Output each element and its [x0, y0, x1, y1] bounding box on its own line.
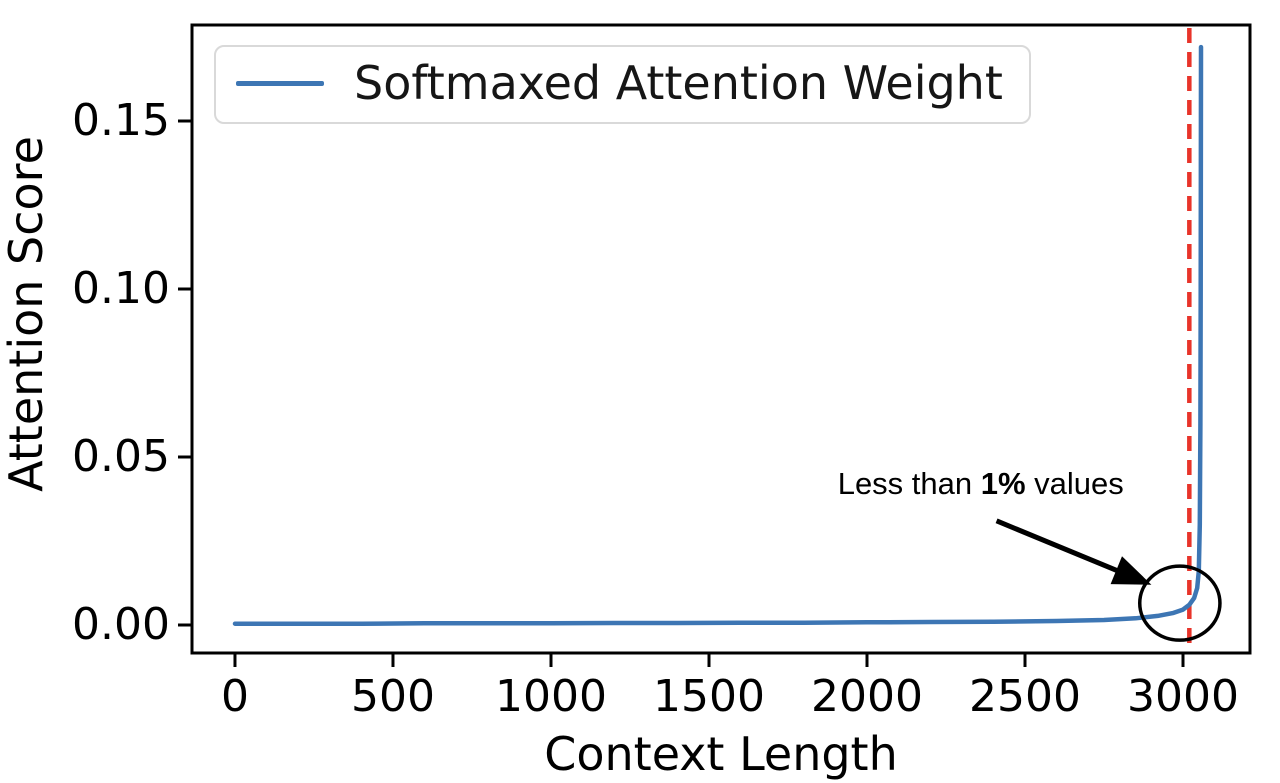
- x-tick-label: 2500: [969, 671, 1081, 722]
- x-tick-label: 1500: [652, 671, 765, 722]
- attention-curve: [232, 44, 1204, 626]
- annotation-text: Less than 1% values: [838, 466, 1124, 502]
- annotation-arrow-line: [995, 518, 1125, 576]
- legend-entry-label: Softmaxed Attention Weight: [354, 56, 1003, 110]
- y-tick-marks: [178, 119, 192, 627]
- x-tick-label: 500: [350, 671, 435, 722]
- x-tick-label: 2000: [810, 671, 923, 722]
- y-tick-label: 0.10: [72, 263, 170, 314]
- x-tick-marks: [233, 653, 1185, 667]
- x-axis-label: Context Length: [544, 727, 898, 781]
- x-tick-label: 0: [220, 671, 249, 722]
- x-tick-label: 1000: [494, 671, 607, 722]
- annotation-text-bold: 1%: [980, 465, 1026, 501]
- annotation-circle: [1137, 564, 1222, 642]
- y-tick-label: 0.05: [72, 431, 170, 482]
- annotation-arrow-head-icon: [1110, 556, 1152, 585]
- annotation-text-prefix: Less than: [837, 465, 981, 501]
- legend-line-sample: [236, 80, 324, 86]
- y-axis-label: Attention Score: [0, 136, 53, 492]
- annotation-text-suffix: values: [1025, 465, 1124, 501]
- x-tick-label: 3000: [1127, 671, 1239, 722]
- legend: Softmaxed Attention Weight: [214, 45, 1031, 124]
- y-tick-label: 0.00: [72, 599, 170, 650]
- y-tick-label: 0.15: [72, 94, 170, 146]
- plot-border: [190, 23, 1252, 655]
